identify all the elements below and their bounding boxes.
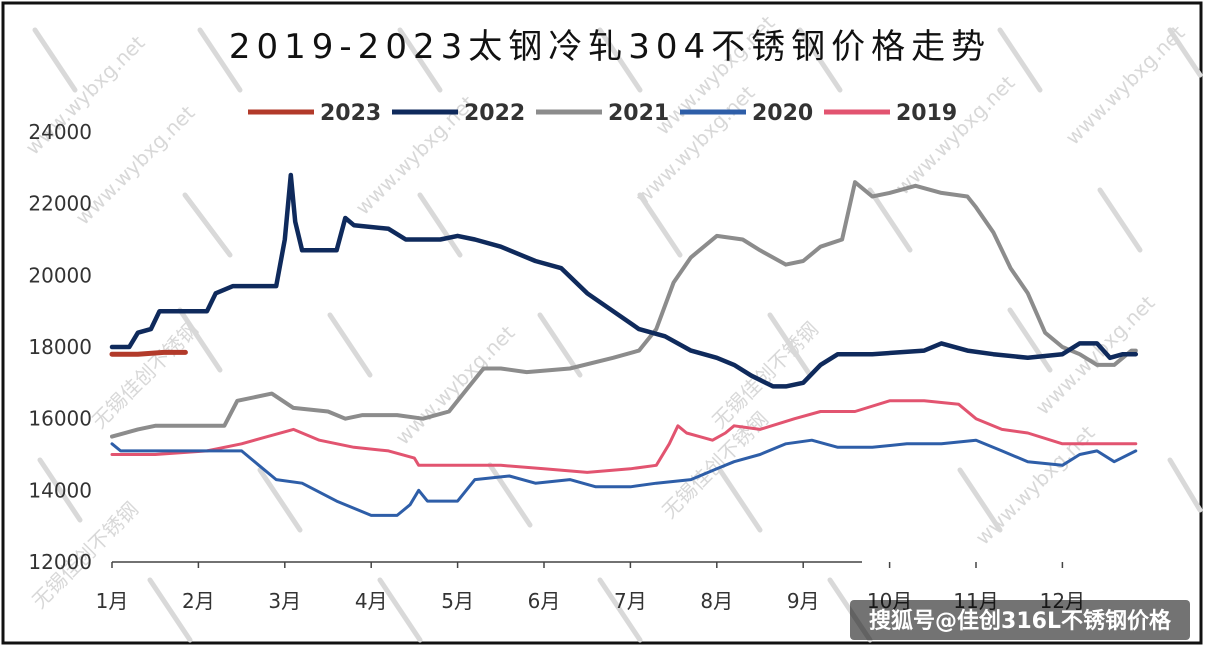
- watermark-slash: [1007, 307, 1053, 373]
- legend-label-2022: 2022: [464, 101, 525, 126]
- chart-title: 2019-2023太钢冷轧304不锈钢价格走势: [229, 27, 991, 67]
- series-line-2019: [110, 399, 1138, 474]
- watermark-slash: [797, 27, 843, 93]
- watermark-slash: [487, 462, 533, 528]
- watermark-slash: [1167, 457, 1203, 513]
- x-tick-label: 8月: [700, 589, 733, 613]
- series-line-2022: [109, 172, 1139, 389]
- watermark-slash: [177, 307, 223, 373]
- x-tick-label: 7月: [614, 589, 647, 613]
- chart-legend: 2023 2022 2021 2020 2019: [248, 101, 957, 126]
- x-tick-label: 2月: [182, 589, 215, 613]
- legend-label-2020: 2020: [752, 101, 813, 126]
- watermark-slash: [767, 312, 813, 378]
- watermark-slash: [417, 192, 463, 258]
- watermark-slash: [257, 467, 303, 533]
- x-tick-label: 9月: [787, 589, 820, 613]
- credit-text: 搜狐号@佳创316L不锈钢价格: [869, 608, 1172, 634]
- watermark-slash: [327, 312, 373, 378]
- y-tick-label: 24000: [28, 120, 92, 144]
- watermark-slash: [597, 27, 643, 93]
- y-tick-label: 22000: [28, 192, 92, 216]
- watermark-slash: [397, 27, 443, 93]
- watermark-slash: [597, 577, 643, 643]
- chart-series: [109, 172, 1139, 517]
- watermark-slash: [37, 457, 83, 523]
- series-line-2023: [109, 349, 188, 357]
- watermark-slash: [147, 577, 193, 643]
- watermark-slash: [1167, 27, 1203, 78]
- legend-label-2019: 2019: [896, 101, 957, 126]
- series-line-2020: [110, 438, 1138, 517]
- legend-label-2023: 2023: [320, 101, 381, 126]
- y-tick-label: 12000: [28, 550, 92, 574]
- series-line-2021: [110, 180, 1138, 439]
- x-tick-label: 5月: [441, 589, 474, 613]
- watermark-slash: [197, 27, 243, 93]
- credit-badge: 搜狐号@佳创316L不锈钢价格: [850, 600, 1190, 640]
- x-tick-label: 1月: [96, 589, 129, 613]
- watermark-slash: [867, 187, 913, 253]
- watermark-slash: [182, 192, 233, 258]
- y-tick-label: 20000: [28, 263, 92, 287]
- x-tick-label: 3月: [268, 589, 301, 613]
- credit-background: [850, 600, 1190, 640]
- watermark-slash: [1097, 187, 1143, 253]
- legend-label-2021: 2021: [608, 101, 669, 126]
- x-tick-label: 4月: [355, 589, 388, 613]
- y-tick-label: 18000: [28, 335, 92, 359]
- x-tick-label: 6月: [528, 589, 561, 613]
- y-tick-label: 14000: [28, 478, 92, 502]
- watermark-slash: [377, 577, 423, 643]
- watermark-slash: [32, 27, 78, 93]
- watermark-slash: [537, 312, 583, 378]
- watermark-slash: [957, 467, 1003, 533]
- watermark-slash: [637, 192, 683, 258]
- watermark-slash: [997, 27, 1043, 93]
- y-tick-label: 16000: [28, 407, 92, 431]
- watermark-slash: [717, 467, 763, 533]
